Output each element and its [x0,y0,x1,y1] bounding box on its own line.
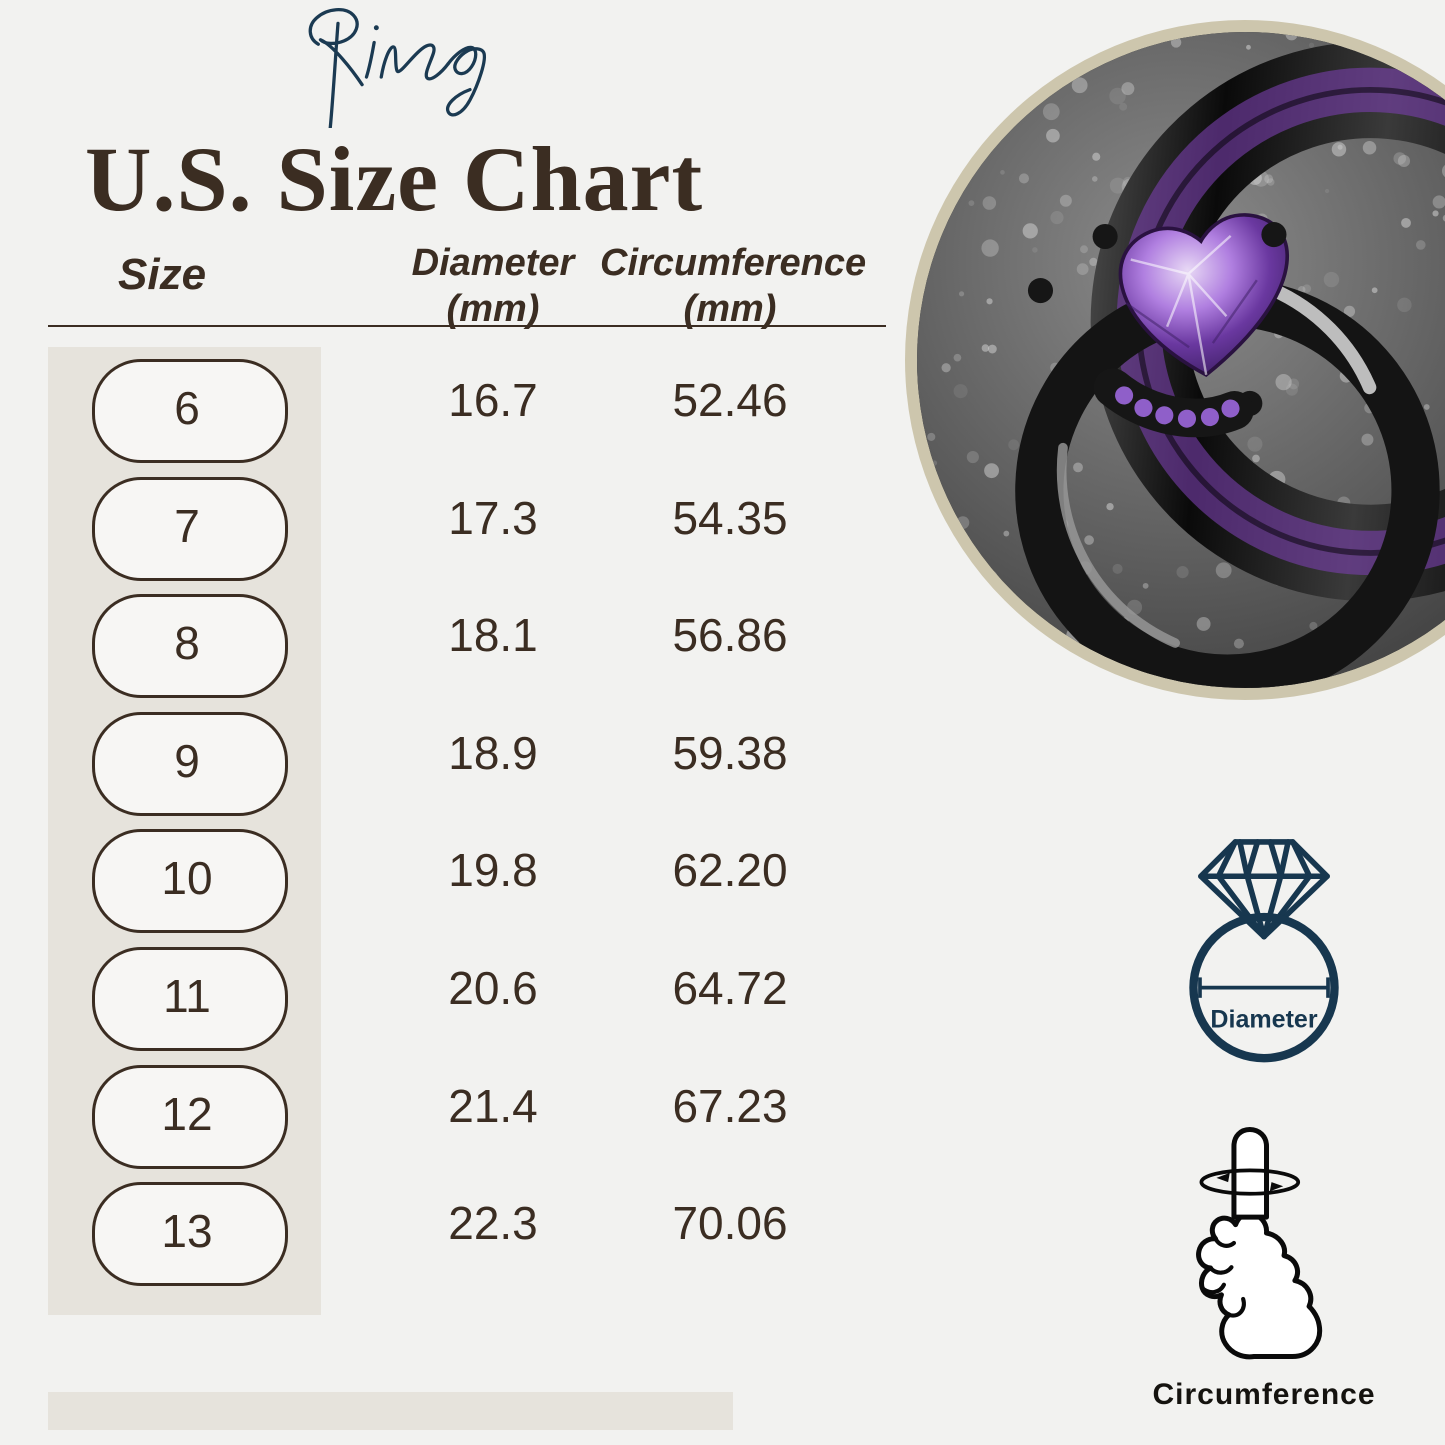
svg-text:Diameter: Diameter [1210,1006,1317,1034]
